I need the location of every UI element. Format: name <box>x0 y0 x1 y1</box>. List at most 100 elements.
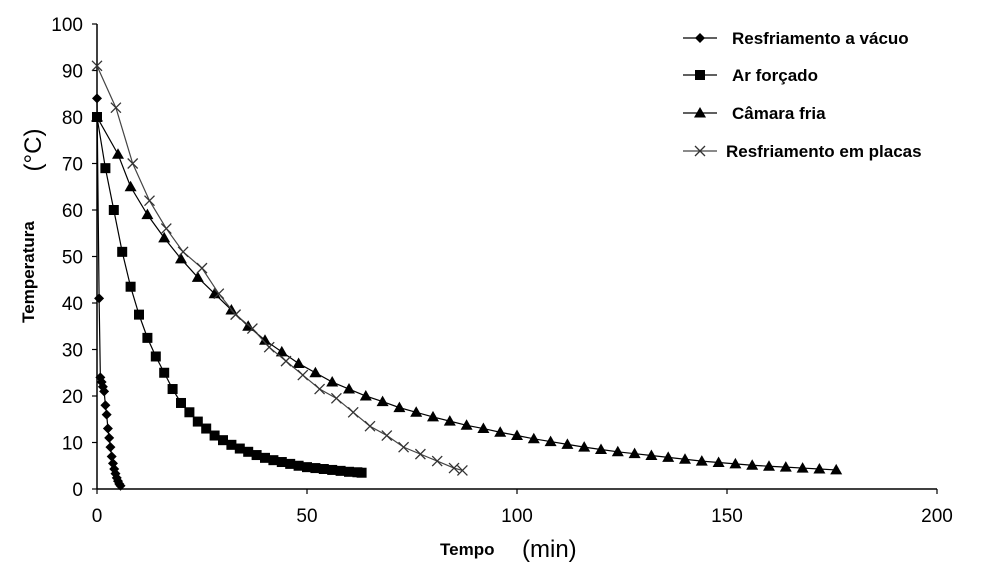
data-point <box>595 443 607 454</box>
data-point <box>175 252 187 264</box>
data-point <box>292 357 305 368</box>
y-tick-label: 40 <box>62 294 83 315</box>
data-point <box>662 451 675 462</box>
data-point <box>414 448 426 460</box>
y-tick-label: 100 <box>51 15 83 36</box>
data-point <box>477 422 490 434</box>
data-point <box>144 195 155 207</box>
data-point <box>393 401 406 413</box>
data-point <box>494 426 507 437</box>
data-point <box>213 288 225 300</box>
legend-marker <box>694 145 706 157</box>
data-point <box>293 460 304 471</box>
legend-entry: Câmara fria <box>683 104 826 123</box>
data-point <box>326 376 339 387</box>
y-tick-label: 70 <box>62 155 83 176</box>
data-point <box>259 334 271 345</box>
data-point <box>167 384 178 395</box>
data-point <box>645 449 658 461</box>
data-point <box>124 180 137 192</box>
data-point <box>431 455 443 467</box>
data-point <box>561 438 574 449</box>
data-point <box>159 367 170 378</box>
y-axis-ticks: 0 10 20 30 40 50 60 70 80 90 100 <box>51 15 97 501</box>
data-point <box>456 464 468 476</box>
data-point <box>511 429 523 441</box>
legend-label: Ar forçado <box>732 66 818 85</box>
y-tick-label: 50 <box>62 248 83 269</box>
data-point <box>314 383 326 395</box>
y-axis-unit: (°C) <box>20 129 47 172</box>
data-point <box>268 455 279 466</box>
data-point <box>356 467 367 478</box>
data-point <box>729 457 742 469</box>
series-3 <box>91 111 843 475</box>
series-2 <box>92 112 367 478</box>
data-point <box>280 355 292 367</box>
data-point <box>376 395 389 407</box>
data-point <box>275 345 288 357</box>
y-tick-label: 60 <box>62 201 83 222</box>
data-point <box>746 459 759 470</box>
y-tick-label: 10 <box>62 434 83 455</box>
x-axis-label: Tempo <box>440 540 494 559</box>
data-point <box>318 464 329 475</box>
data-point <box>276 457 287 468</box>
axes <box>96 24 937 490</box>
data-point <box>297 369 309 381</box>
data-point <box>243 446 254 457</box>
data-point <box>127 158 139 169</box>
data-point <box>310 463 321 474</box>
data-point <box>628 447 641 459</box>
data-point <box>110 102 122 114</box>
data-point <box>364 420 376 432</box>
data-point <box>327 464 338 475</box>
legend-label: Resfriamento em placas <box>726 142 922 161</box>
x-tick-label: 150 <box>711 506 743 527</box>
data-point <box>309 366 322 378</box>
legend-marker <box>694 107 706 118</box>
data-point <box>234 443 245 454</box>
data-point <box>427 410 439 422</box>
data-point <box>160 223 172 235</box>
data-point <box>527 432 540 444</box>
data-point <box>330 392 342 404</box>
legend-label: Câmara fria <box>732 104 826 123</box>
data-point <box>184 407 195 418</box>
data-point <box>410 406 423 417</box>
data-point <box>302 462 312 473</box>
x-axis-unit: (min) <box>522 536 577 563</box>
data-point <box>100 163 111 174</box>
y-tick-label: 30 <box>62 341 83 362</box>
data-point <box>101 409 112 420</box>
data-point <box>99 386 110 397</box>
data-point <box>218 435 228 446</box>
data-point <box>813 463 826 474</box>
data-point <box>381 430 393 441</box>
legend-entry: Resfriamento a vácuo <box>683 29 909 48</box>
data-point <box>448 462 460 474</box>
series-1 <box>92 93 126 491</box>
data-point <box>763 460 775 471</box>
data-point <box>344 466 354 477</box>
x-tick-label: 200 <box>921 506 953 527</box>
data-point <box>94 293 105 304</box>
data-point <box>105 442 116 453</box>
plot-area <box>91 60 843 491</box>
y-axis-label: Temperatura <box>19 221 38 323</box>
legend-marker <box>695 33 705 43</box>
y-tick-label: 90 <box>62 62 83 83</box>
data-point <box>102 423 113 434</box>
y-axis-title: Temperatura <box>19 221 38 323</box>
data-point <box>112 148 124 159</box>
data-point <box>695 455 708 466</box>
data-point <box>191 271 204 282</box>
legend: Resfriamento a vácuo Ar forçado Câmara fri… <box>683 29 922 161</box>
series-line <box>96 116 837 471</box>
data-point <box>246 323 258 335</box>
data-point <box>679 453 691 464</box>
data-point <box>92 93 102 104</box>
data-point <box>176 397 186 408</box>
data-point <box>106 451 117 462</box>
